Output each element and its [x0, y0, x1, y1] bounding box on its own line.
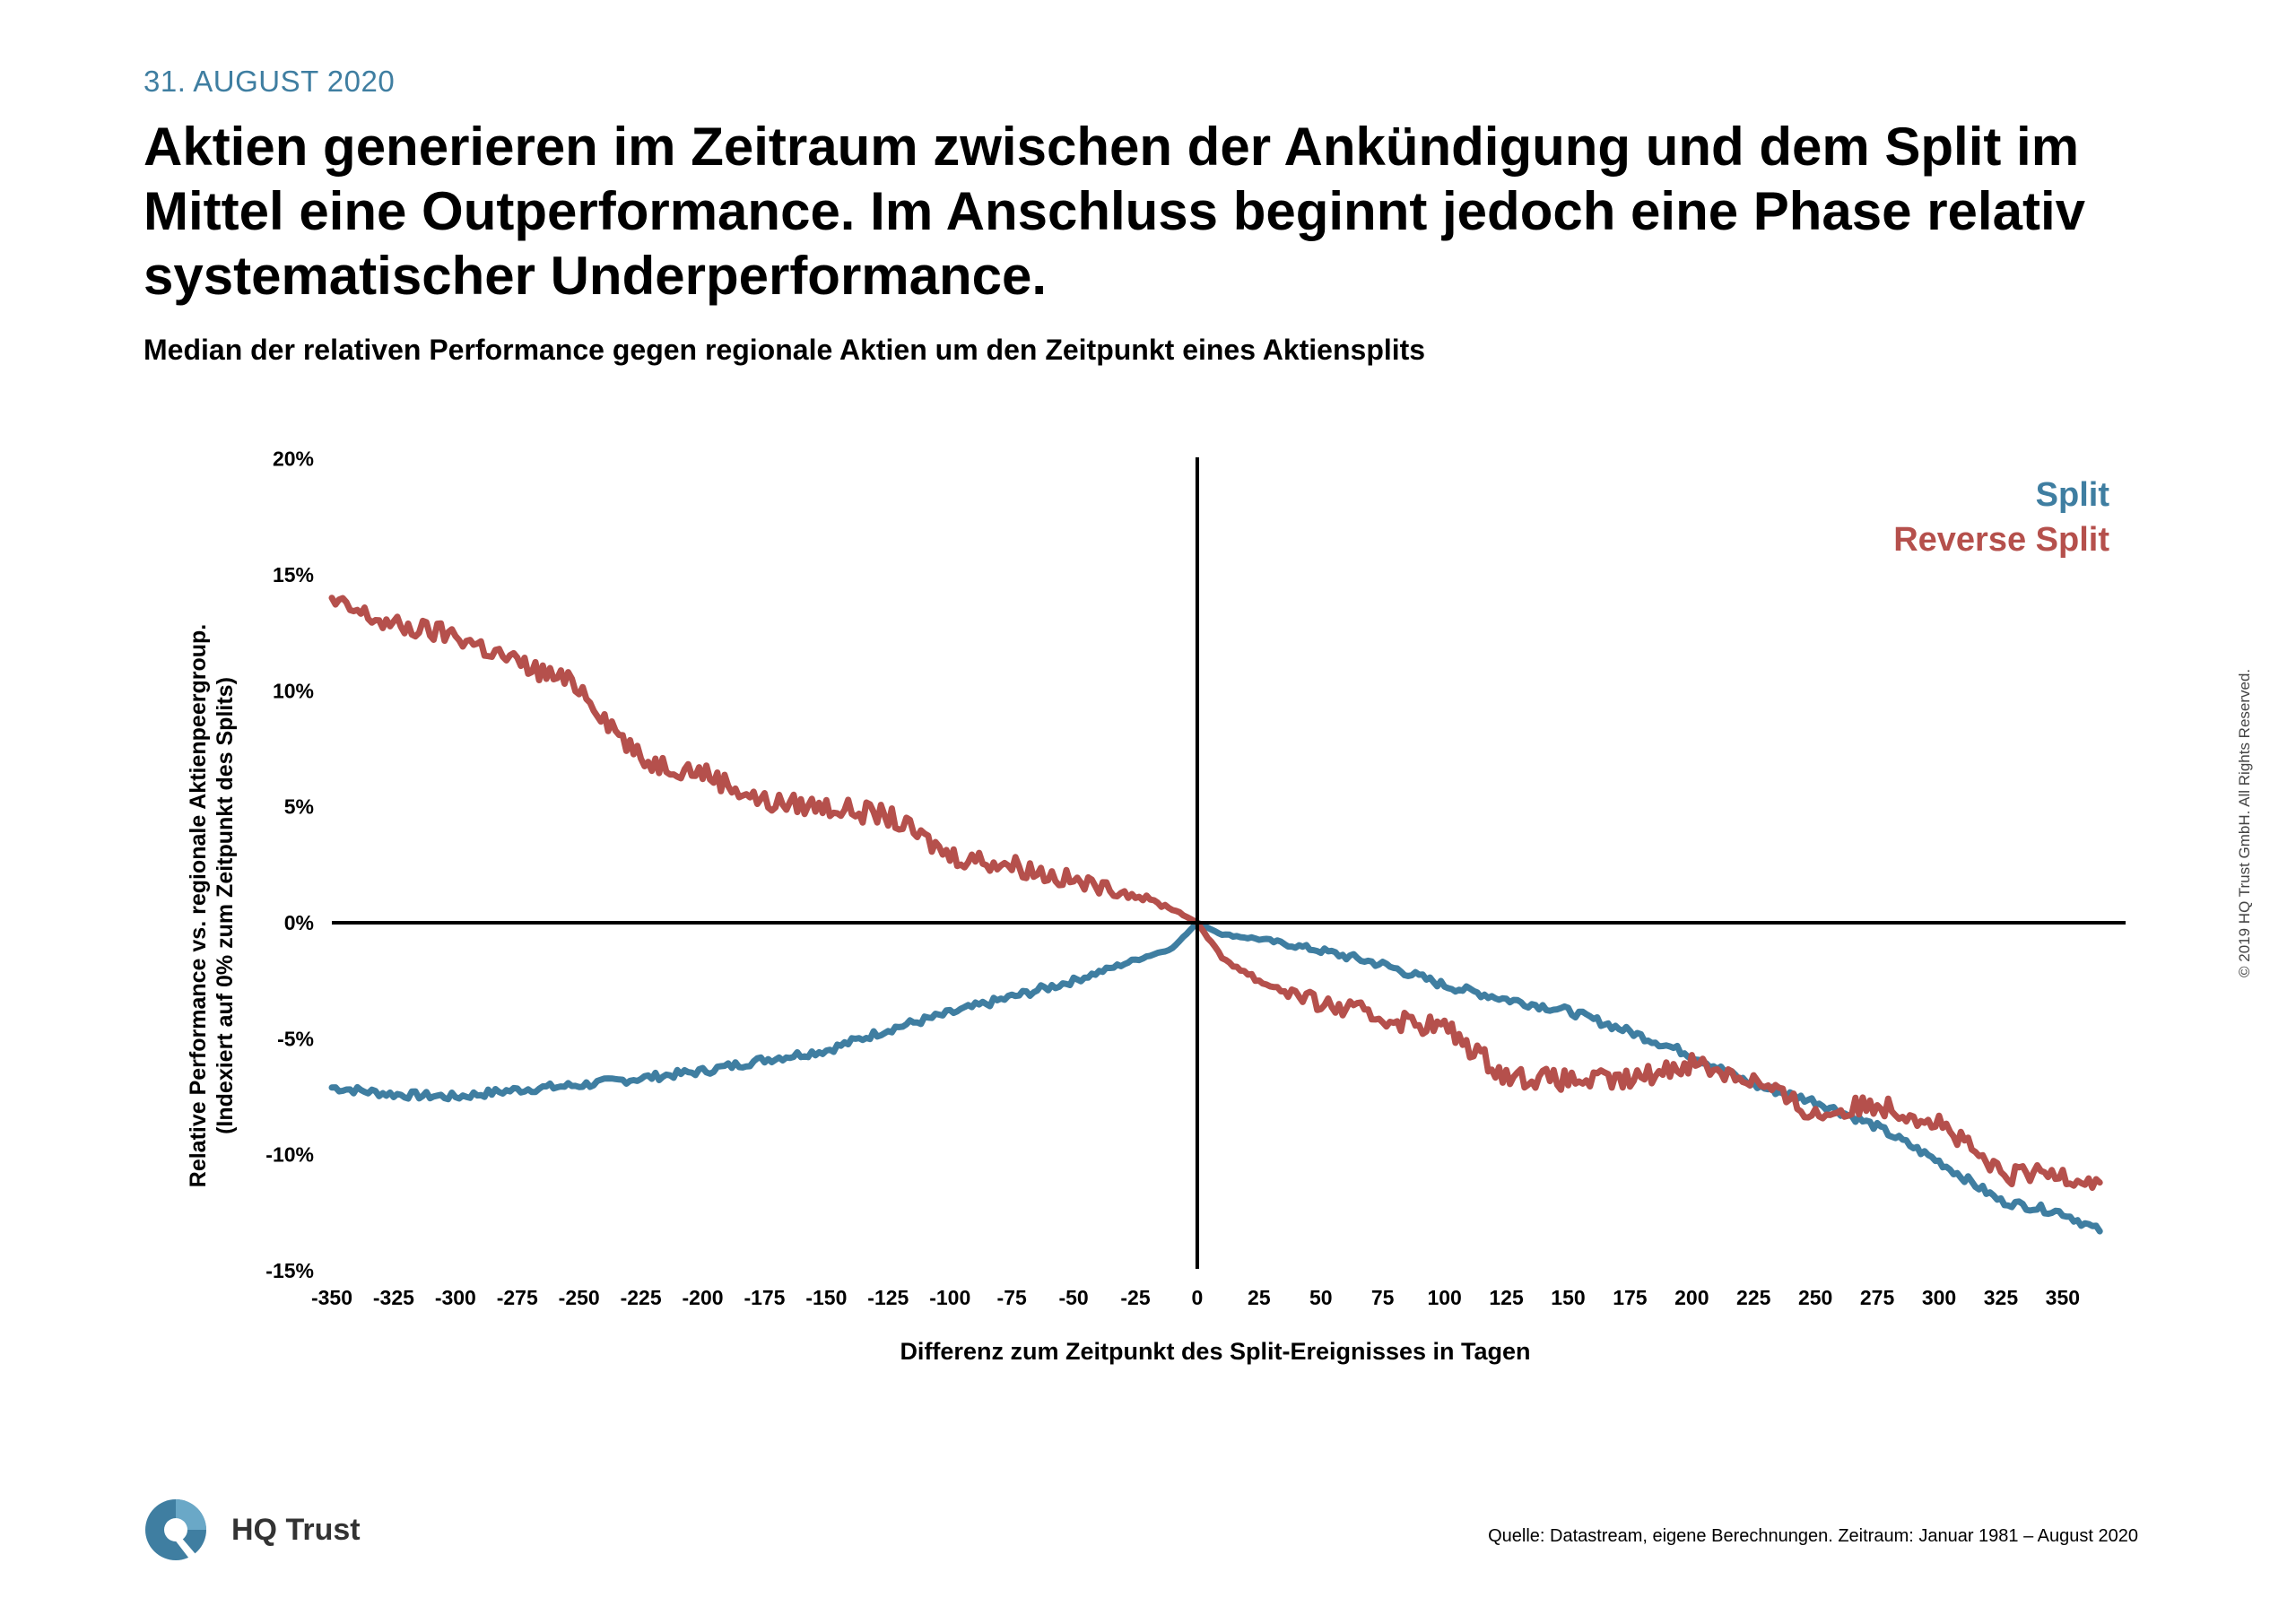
series-line-reverse-split — [328, 595, 2103, 1191]
logo-text: HQ Trust — [231, 1512, 361, 1547]
x-tick-label: 0 — [1192, 1286, 1204, 1309]
legend: Split Reverse Split — [1893, 476, 2109, 559]
x-tick-label: 300 — [1922, 1286, 1956, 1309]
y-axis-ticks: -15% -10% -5% 0% 5% 10% 15% 20% — [265, 447, 314, 1282]
series-layer — [328, 595, 2103, 1235]
x-tick-label: 25 — [1248, 1286, 1271, 1309]
logo-mark-icon — [145, 1499, 206, 1562]
x-tick-label: -300 — [435, 1286, 476, 1309]
y-tick-label: 15% — [273, 563, 314, 586]
headline: Aktien generieren im Zeitraum zwischen d… — [144, 117, 2085, 306]
legend-item-reverse-split: Reverse Split — [1893, 521, 2109, 559]
x-tick-label: 225 — [1736, 1286, 1771, 1309]
x-tick-label: -225 — [621, 1286, 662, 1309]
x-tick-label: 350 — [2046, 1286, 2080, 1309]
x-tick-label: 275 — [1860, 1286, 1895, 1309]
x-tick-label: -350 — [311, 1286, 352, 1309]
x-axis-label: Differenz zum Zeitpunkt des Split-Ereign… — [900, 1338, 1530, 1365]
x-tick-label: -100 — [929, 1286, 970, 1309]
x-tick-label: -175 — [744, 1286, 785, 1309]
series-line-split — [328, 919, 2103, 1235]
x-tick-label: -275 — [497, 1286, 538, 1309]
x-tick-label: -125 — [867, 1286, 909, 1309]
copyright-text: © 2019 HQ Trust GmbH. All Rights Reserve… — [2236, 668, 2253, 977]
y-axis-label-line2: (Indexiert auf 0% zum Zeitpunkt des Spli… — [213, 677, 238, 1134]
y-axis-label-line1: Relative Performance vs. regionale Aktie… — [186, 624, 211, 1187]
y-tick-label: -15% — [265, 1259, 314, 1282]
report-date: 31. AUGUST 2020 — [144, 65, 396, 98]
x-tick-label: -150 — [805, 1286, 847, 1309]
x-tick-label: 100 — [1427, 1286, 1461, 1309]
x-tick-label: -50 — [1058, 1286, 1088, 1309]
x-tick-label: 125 — [1489, 1286, 1524, 1309]
legend-item-split: Split — [2036, 476, 2110, 514]
x-tick-label: 325 — [1984, 1286, 2019, 1309]
x-axis-ticks: -350 -325 -300 -275 -250 -225 -200 -175 -150 -125… — [311, 1286, 2080, 1309]
x-tick-label: 50 — [1309, 1286, 1333, 1309]
y-tick-label: 10% — [273, 679, 314, 702]
chart-subtitle: Median der relativen Performance gegen r… — [144, 334, 1426, 366]
y-tick-label: -10% — [265, 1143, 314, 1167]
y-tick-label: 20% — [273, 447, 314, 471]
x-tick-label: 150 — [1551, 1286, 1585, 1309]
y-tick-label: 5% — [284, 795, 314, 819]
x-tick-label: -25 — [1120, 1286, 1150, 1309]
x-tick-label: 250 — [1798, 1286, 1832, 1309]
x-tick-label: 175 — [1613, 1286, 1648, 1309]
x-tick-label: 75 — [1371, 1286, 1395, 1309]
x-tick-label: -200 — [683, 1286, 724, 1309]
x-tick-label: -75 — [997, 1286, 1027, 1309]
x-tick-label: -325 — [373, 1286, 414, 1309]
hq-trust-logo: HQ Trust — [144, 1496, 361, 1564]
y-tick-label: 0% — [284, 911, 314, 934]
x-tick-label: 200 — [1674, 1286, 1709, 1309]
source-note: Quelle: Datastream, eigene Berechnungen.… — [1488, 1526, 2138, 1546]
x-tick-label: -250 — [559, 1286, 600, 1309]
y-tick-label: -5% — [277, 1027, 314, 1050]
